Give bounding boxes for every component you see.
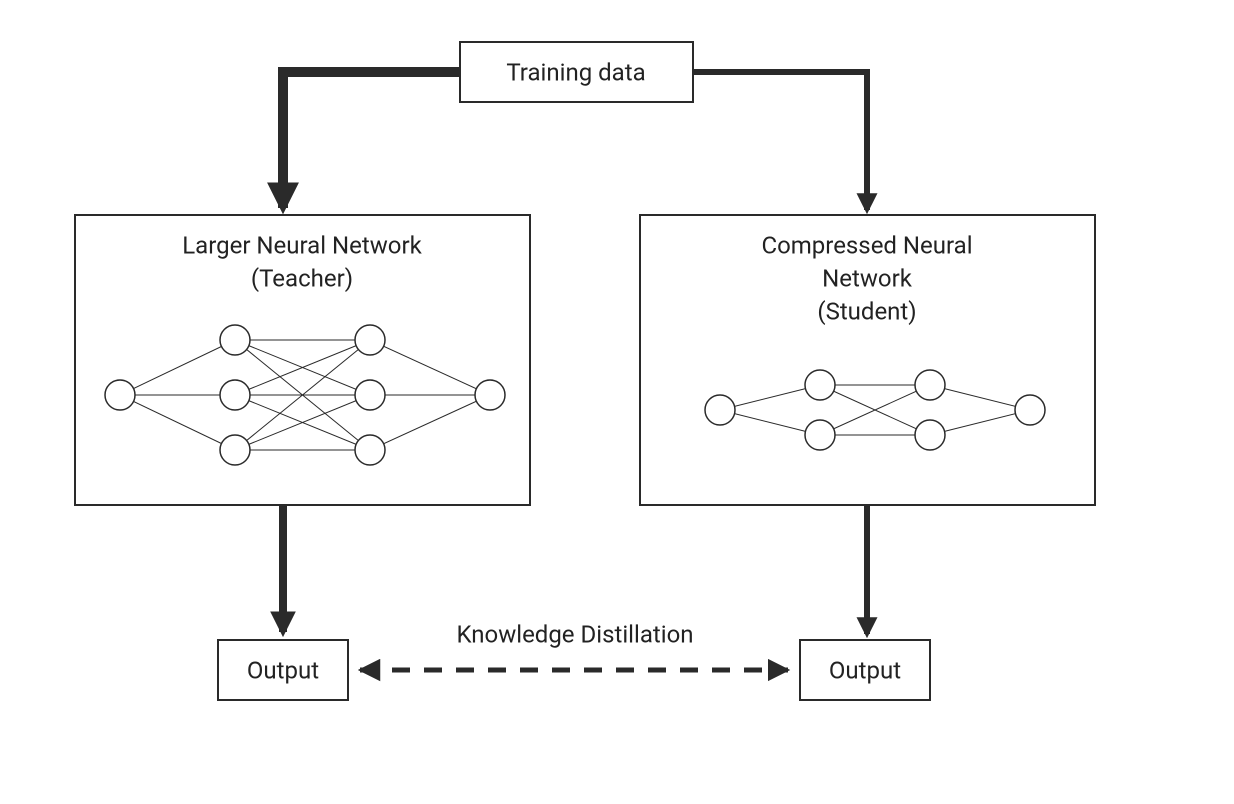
edge-training-to-teacher xyxy=(283,72,460,208)
distillation-label: Knowledge Distillation xyxy=(456,620,693,648)
output-right-box: Output xyxy=(800,640,930,700)
student-title-line2: Network xyxy=(822,264,913,292)
student-title-line3: (Student) xyxy=(817,297,916,325)
teacher-title-line2: (Teacher) xyxy=(251,264,353,292)
teacher-title-line1: Larger Neural Network xyxy=(182,231,422,259)
edge-training-to-student xyxy=(693,72,867,210)
student-box: Compressed Neural Network (Student) xyxy=(640,215,1095,505)
output-right-label: Output xyxy=(829,656,901,684)
output-left-label: Output xyxy=(247,656,319,684)
student-title-line1: Compressed Neural xyxy=(761,231,972,259)
training-data-box: Training data xyxy=(460,42,693,102)
output-left-box: Output xyxy=(218,640,348,700)
training-data-label: Training data xyxy=(506,58,645,86)
teacher-box: Larger Neural Network (Teacher) xyxy=(75,215,530,505)
